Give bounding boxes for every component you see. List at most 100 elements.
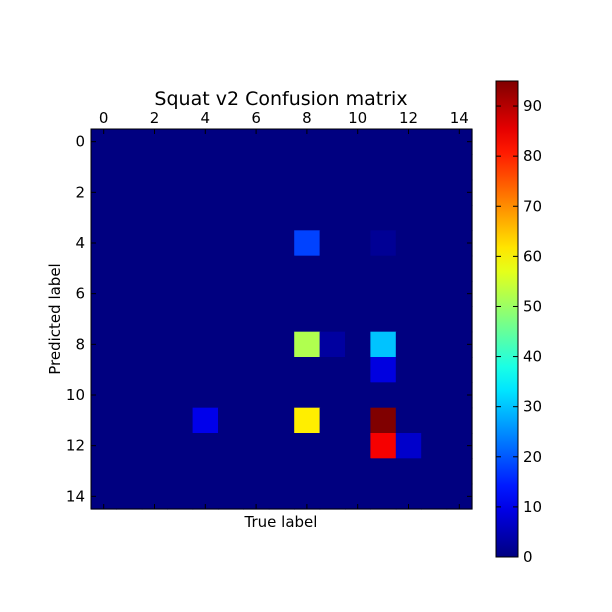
matrix-cell bbox=[446, 458, 473, 485]
matrix-cell bbox=[319, 331, 346, 358]
x-tick-label: 14 bbox=[450, 109, 469, 127]
matrix-cell bbox=[141, 230, 168, 257]
matrix-cell bbox=[345, 407, 371, 434]
matrix-cell bbox=[421, 179, 448, 206]
matrix-cell bbox=[116, 154, 143, 181]
matrix-cell bbox=[395, 433, 422, 459]
matrix-cell bbox=[167, 129, 194, 155]
matrix-cell bbox=[116, 255, 143, 282]
matrix-cell bbox=[141, 382, 168, 409]
matrix-cell bbox=[294, 357, 321, 383]
matrix-cell bbox=[370, 154, 397, 181]
matrix-cell bbox=[167, 154, 194, 181]
matrix-cell bbox=[421, 331, 448, 358]
matrix-cell bbox=[421, 433, 448, 459]
y-tick-label: 6 bbox=[75, 285, 85, 303]
matrix-cell bbox=[294, 255, 321, 282]
matrix-cell bbox=[218, 129, 244, 155]
matrix-cell bbox=[294, 230, 321, 257]
matrix-cell bbox=[421, 407, 448, 434]
matrix-cell bbox=[268, 433, 295, 459]
matrix-cell bbox=[218, 154, 244, 181]
matrix-cell bbox=[167, 230, 194, 257]
matrix-cell bbox=[395, 458, 422, 485]
matrix-cell bbox=[116, 458, 143, 485]
matrix-cell bbox=[243, 179, 270, 206]
matrix-cell bbox=[243, 382, 270, 409]
matrix-cell bbox=[319, 129, 346, 155]
matrix-cell bbox=[268, 357, 295, 383]
matrix-cell bbox=[218, 382, 244, 409]
matrix-cell bbox=[192, 154, 219, 181]
matrix-cell bbox=[91, 357, 117, 383]
matrix-cell bbox=[370, 306, 397, 333]
matrix-cell bbox=[218, 255, 244, 282]
y-tick-label: 14 bbox=[66, 487, 85, 505]
matrix-cell bbox=[319, 154, 346, 181]
matrix-cell bbox=[319, 407, 346, 434]
matrix-cell bbox=[192, 382, 219, 409]
matrix-cell bbox=[116, 230, 143, 257]
matrix-cell bbox=[218, 357, 244, 383]
y-tick-label: 4 bbox=[75, 234, 85, 252]
matrix-cell bbox=[395, 281, 422, 307]
matrix-cell bbox=[319, 205, 346, 231]
matrix-cell bbox=[167, 458, 194, 485]
matrix-cell bbox=[218, 281, 244, 307]
colorbar bbox=[495, 80, 519, 558]
matrix-cell bbox=[268, 179, 295, 206]
matrix-cell bbox=[370, 230, 397, 257]
colorbar-tick-label: 70 bbox=[523, 197, 542, 215]
matrix-cell bbox=[345, 281, 371, 307]
matrix-cell bbox=[141, 255, 168, 282]
matrix-cell bbox=[141, 154, 168, 181]
matrix-cell bbox=[268, 230, 295, 257]
y-tick-label: 0 bbox=[75, 133, 85, 151]
matrix-cell bbox=[345, 382, 371, 409]
matrix-cell bbox=[141, 281, 168, 307]
matrix-cell bbox=[395, 179, 422, 206]
colorbar-tick-label: 40 bbox=[523, 348, 542, 366]
matrix-cell bbox=[116, 357, 143, 383]
y-tick-label: 10 bbox=[66, 386, 85, 404]
matrix-cell bbox=[268, 306, 295, 333]
y-axis-label: Predicted label bbox=[46, 263, 64, 374]
matrix-cell bbox=[294, 306, 321, 333]
matrix-cell bbox=[243, 433, 270, 459]
matrix-cell bbox=[294, 433, 321, 459]
matrix-cell bbox=[421, 483, 448, 510]
matrix-cell bbox=[116, 433, 143, 459]
matrix-cell bbox=[268, 483, 295, 510]
matrix-cell bbox=[268, 407, 295, 434]
matrix-cell bbox=[294, 407, 321, 434]
matrix-cell bbox=[192, 433, 219, 459]
matrix-cell bbox=[116, 483, 143, 510]
matrix-cell bbox=[141, 407, 168, 434]
matrix-cell bbox=[294, 382, 321, 409]
matrix-cell bbox=[91, 205, 117, 231]
matrix-cell bbox=[243, 458, 270, 485]
matrix-cell bbox=[116, 179, 143, 206]
matrix-cell bbox=[167, 382, 194, 409]
matrix-cell bbox=[421, 129, 448, 155]
colorbar-tick-label: 20 bbox=[523, 448, 542, 466]
matrix-cell bbox=[192, 179, 219, 206]
matrix-cell bbox=[167, 331, 194, 358]
matrix-cell bbox=[446, 205, 473, 231]
matrix-cell bbox=[370, 382, 397, 409]
matrix-cell bbox=[243, 230, 270, 257]
matrix-cell bbox=[141, 179, 168, 206]
matrix-cell bbox=[345, 154, 371, 181]
matrix-cell bbox=[218, 458, 244, 485]
matrix-cell bbox=[167, 281, 194, 307]
colorbar-tick-label: 50 bbox=[523, 297, 542, 315]
matrix-cells bbox=[91, 129, 473, 510]
matrix-cell bbox=[192, 331, 219, 358]
matrix-cell bbox=[268, 255, 295, 282]
matrix-cell bbox=[91, 458, 117, 485]
x-tick-label: 4 bbox=[201, 109, 211, 127]
matrix-cell bbox=[167, 205, 194, 231]
matrix-cell bbox=[294, 281, 321, 307]
matrix-cell bbox=[141, 205, 168, 231]
matrix-cell bbox=[395, 230, 422, 257]
